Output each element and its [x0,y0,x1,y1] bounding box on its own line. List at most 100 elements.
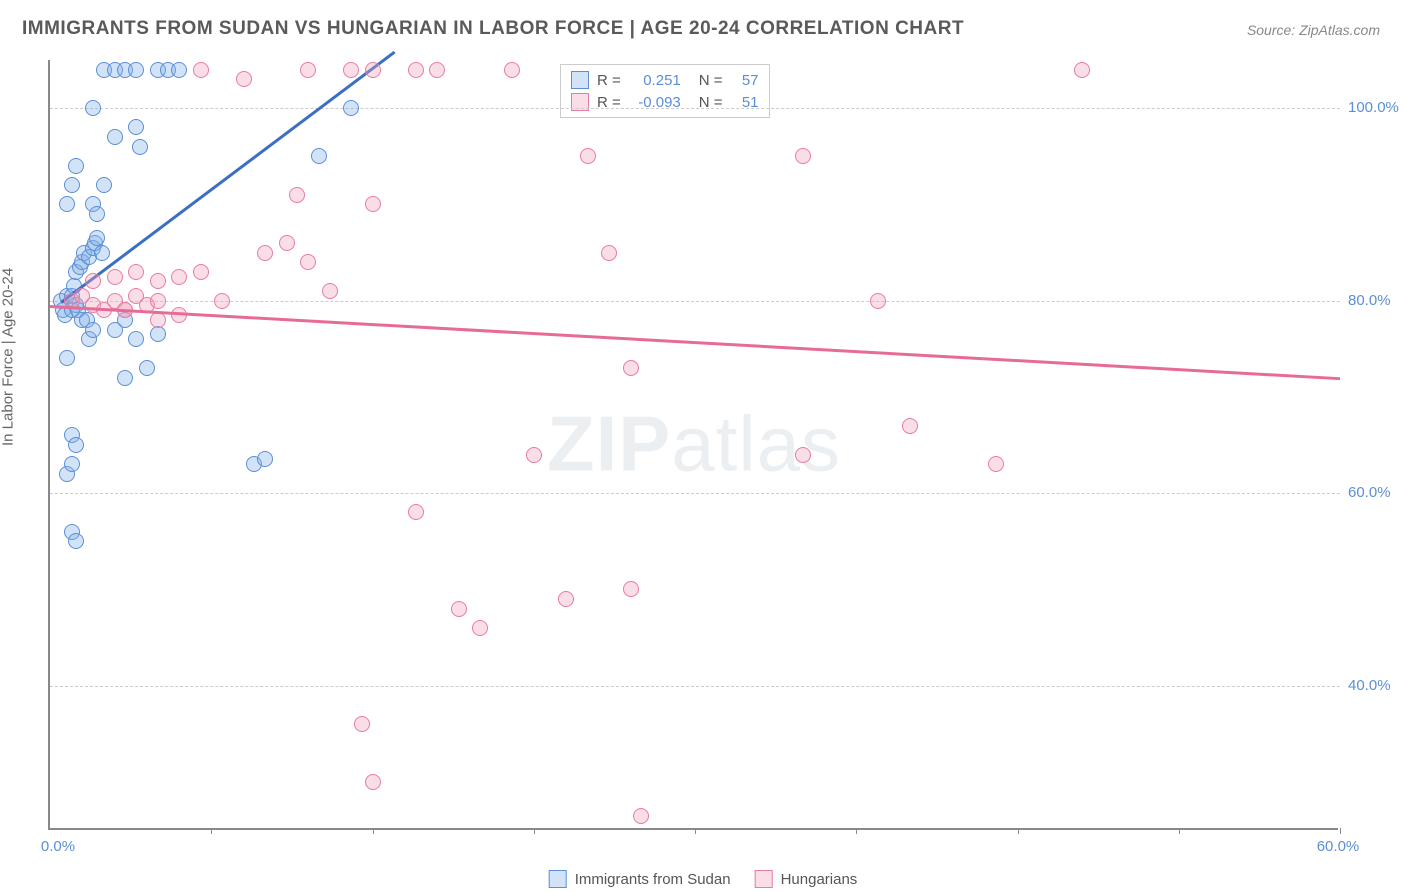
data-point [85,273,101,289]
data-point [171,62,187,78]
data-point [795,447,811,463]
data-point [623,581,639,597]
x-tick [373,828,374,834]
data-point [257,451,273,467]
y-tick-label: 60.0% [1348,484,1406,501]
data-point [311,148,327,164]
data-point [365,774,381,790]
plot-area: ZIPatlas R =0.251N =57R =-0.093N =51 40.… [48,60,1338,830]
data-point [343,100,359,116]
data-point [59,196,75,212]
data-point [365,196,381,212]
data-point [139,360,155,376]
legend-label: Immigrants from Sudan [575,871,731,888]
data-point [988,456,1004,472]
y-axis-label: In Labor Force | Age 20-24 [0,268,17,446]
data-point [279,235,295,251]
data-point [64,456,80,472]
data-point [107,129,123,145]
x-tick [856,828,857,834]
data-point [795,148,811,164]
data-point [289,187,305,203]
x-tick [1340,828,1341,834]
data-point [128,62,144,78]
data-point [193,264,209,280]
data-point [633,808,649,824]
trend-line [50,305,1340,380]
x-max-label: 60.0% [1308,838,1368,855]
data-point [128,264,144,280]
data-point [193,62,209,78]
gridline [50,301,1340,302]
data-point [623,360,639,376]
gridline [50,108,1340,109]
data-point [150,273,166,289]
data-point [300,254,316,270]
legend-row: R =-0.093N =51 [571,91,759,113]
data-point [870,293,886,309]
x-tick [1018,828,1019,834]
data-point [408,62,424,78]
data-point [64,177,80,193]
data-point [96,177,112,193]
gridline [50,686,1340,687]
legend-item: Hungarians [755,870,858,888]
data-point [472,620,488,636]
data-point [150,293,166,309]
data-point [85,100,101,116]
data-point [601,245,617,261]
data-point [429,62,445,78]
data-point [322,283,338,299]
data-point [117,370,133,386]
y-tick-label: 100.0% [1348,99,1406,116]
n-value: 57 [731,72,759,89]
data-point [504,62,520,78]
data-point [236,71,252,87]
data-point [1074,62,1090,78]
data-point [128,119,144,135]
data-point [257,245,273,261]
data-point [150,312,166,328]
series-legend: Immigrants from Sudan Hungarians [549,870,858,888]
data-point [408,504,424,520]
data-point [171,269,187,285]
data-point [343,62,359,78]
legend-item: Immigrants from Sudan [549,870,731,888]
n-label: N = [699,72,723,89]
data-point [68,158,84,174]
data-point [132,139,148,155]
gridline [50,493,1340,494]
chart-title: IMMIGRANTS FROM SUDAN VS HUNGARIAN IN LA… [22,18,964,40]
trend-line [60,51,395,303]
x-tick [695,828,696,834]
data-point [558,591,574,607]
data-point [68,533,84,549]
data-point [451,601,467,617]
r-label: R = [597,72,621,89]
data-point [526,447,542,463]
watermark-bold: ZIP [547,400,671,488]
correlation-legend: R = 0.251 N = 57 R =-0.093N =51 [560,64,770,118]
data-point [128,331,144,347]
watermark-thin: atlas [671,400,841,488]
data-point [59,350,75,366]
data-point [85,322,101,338]
data-point [107,269,123,285]
data-point [214,293,230,309]
legend-swatch [571,71,589,89]
legend-swatch [549,870,567,888]
x-tick [534,828,535,834]
legend-row: R = 0.251 N = 57 [571,69,759,91]
data-point [89,206,105,222]
x-tick [211,828,212,834]
r-value: 0.251 [629,72,681,89]
data-point [150,326,166,342]
data-point [68,437,84,453]
data-point [354,716,370,732]
data-point [580,148,596,164]
legend-label: Hungarians [781,871,858,888]
data-point [902,418,918,434]
y-tick-label: 80.0% [1348,292,1406,309]
data-point [365,62,381,78]
data-point [94,245,110,261]
